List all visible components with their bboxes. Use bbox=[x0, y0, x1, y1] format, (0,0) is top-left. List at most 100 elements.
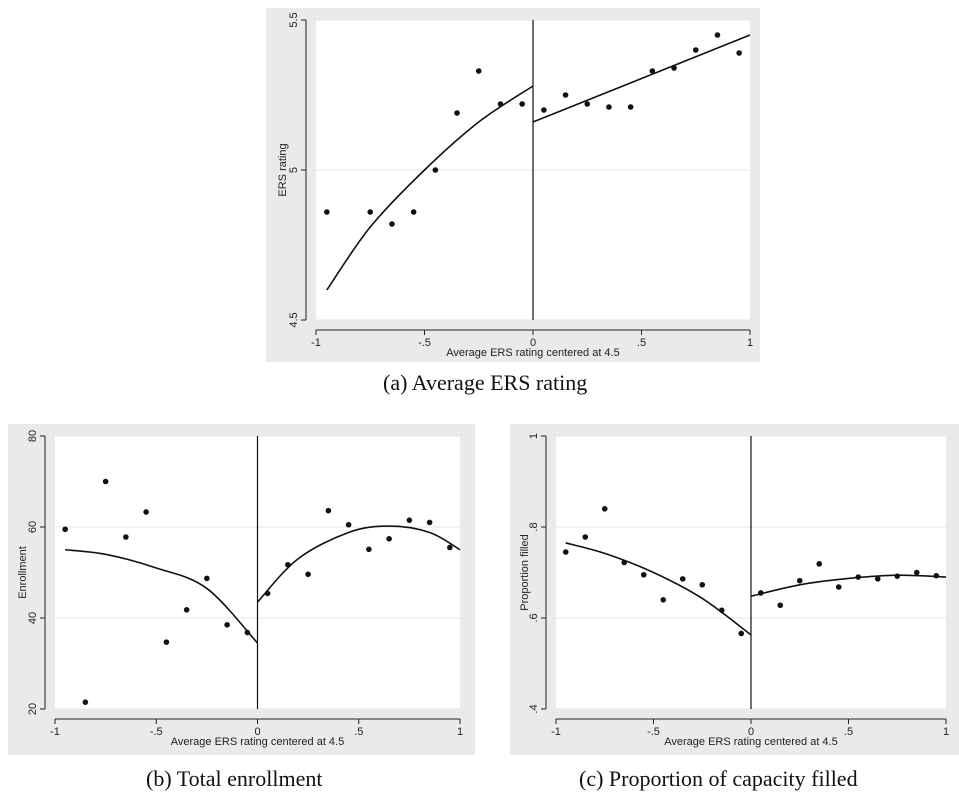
x-tick-label: 1 bbox=[747, 337, 753, 349]
chart-panel-b: 20 40 60 80 Enrollment -1 -.5 0 .5 1 Average ERS r… bbox=[8, 424, 475, 755]
enrollment-chart: 20 40 60 80 Enrollment -1 -.5 0 .5 1 Average ERS r… bbox=[17, 430, 463, 748]
data-point bbox=[406, 517, 413, 523]
data-point bbox=[497, 101, 504, 107]
data-point bbox=[913, 569, 920, 576]
data-point bbox=[447, 544, 453, 551]
data-point bbox=[584, 101, 591, 107]
data-point bbox=[699, 581, 706, 588]
data-point bbox=[454, 110, 460, 116]
data-point bbox=[426, 519, 433, 526]
x-axis-title: Average ERS rating centered at 4.5 bbox=[664, 736, 837, 748]
data-point bbox=[325, 507, 332, 514]
data-point bbox=[816, 561, 823, 567]
data-point bbox=[692, 47, 699, 53]
data-point bbox=[163, 639, 170, 645]
data-point bbox=[305, 571, 311, 578]
data-point bbox=[606, 104, 612, 110]
x-tick-label: -.5 bbox=[418, 337, 431, 349]
data-point bbox=[736, 50, 742, 56]
data-point bbox=[627, 104, 634, 110]
fit-line-left bbox=[565, 542, 752, 636]
y-tick-label: 40 bbox=[27, 612, 39, 624]
y-tick-label: .6 bbox=[528, 613, 540, 622]
y-tick-label: .4 bbox=[528, 704, 540, 713]
data-point bbox=[410, 209, 417, 215]
data-point bbox=[82, 699, 89, 705]
x-tick-label: 1 bbox=[457, 726, 463, 738]
fit-line-right bbox=[750, 574, 947, 597]
data-point bbox=[835, 584, 842, 590]
data-point bbox=[519, 101, 525, 107]
caption-a: (a) Average ERS rating bbox=[383, 370, 588, 395]
data-point bbox=[874, 576, 881, 582]
caption-c: (c) Proportion of capacity filled bbox=[579, 766, 858, 791]
data-point bbox=[389, 221, 395, 227]
x-axis-title: Average ERS rating centered at 4.5 bbox=[171, 736, 344, 748]
x-tick-label: 0 bbox=[530, 337, 536, 349]
x-tick-label: 0 bbox=[748, 726, 754, 738]
y-axis-title: ERS rating bbox=[277, 143, 289, 196]
data-point bbox=[601, 506, 608, 512]
ers-rating-chart: 4.5 5 5.5 ERS rating -1 -.5 0 .5 1 Average ERS ra… bbox=[277, 12, 753, 359]
data-point bbox=[679, 576, 686, 582]
data-point bbox=[143, 509, 149, 515]
data-point bbox=[738, 630, 745, 637]
data-point bbox=[582, 534, 589, 540]
x-tick-label: -1 bbox=[50, 726, 60, 738]
data-point bbox=[285, 561, 291, 568]
data-point bbox=[123, 534, 129, 540]
data-point bbox=[671, 65, 677, 71]
data-point bbox=[475, 68, 482, 74]
data-point bbox=[102, 478, 109, 485]
data-point bbox=[562, 549, 569, 555]
proportion-filled-chart: .4 .6 .8 1 Proportion filled -1 -.5 0 .5 1 Average… bbox=[519, 433, 949, 748]
data-point bbox=[562, 92, 569, 98]
fit-line-left bbox=[326, 85, 534, 291]
data-point bbox=[757, 590, 764, 596]
data-point bbox=[345, 521, 352, 528]
y-axis-title: Enrollment bbox=[17, 546, 29, 599]
data-point bbox=[432, 167, 439, 173]
data-point bbox=[324, 209, 330, 215]
y-tick-label: 4.5 bbox=[288, 312, 300, 327]
caption-b: (b) Total enrollment bbox=[146, 766, 323, 791]
y-tick-label: 20 bbox=[27, 703, 39, 715]
data-point bbox=[894, 573, 901, 579]
fit-line-right bbox=[256, 525, 461, 603]
data-point bbox=[183, 607, 190, 613]
x-axis-title: Average ERS rating centered at 4.5 bbox=[446, 347, 619, 359]
y-tick-label: 80 bbox=[27, 430, 39, 442]
fit-line-left bbox=[65, 548, 259, 644]
x-tick-label: .5 bbox=[354, 726, 363, 738]
data-point bbox=[718, 607, 725, 614]
x-tick-label: .5 bbox=[637, 337, 646, 349]
x-tick-label: 0 bbox=[254, 726, 260, 738]
data-point bbox=[714, 32, 721, 38]
data-point bbox=[204, 575, 210, 582]
y-tick-label: 5.5 bbox=[288, 12, 300, 27]
data-point bbox=[640, 571, 647, 578]
y-axis-title: Proportion filled bbox=[519, 534, 531, 610]
data-point bbox=[386, 536, 392, 542]
data-point bbox=[777, 602, 784, 609]
chart-panel-a: 4.5 5 5.5 ERS rating -1 -.5 0 .5 1 Average ERS ra… bbox=[266, 8, 760, 362]
data-point bbox=[621, 559, 628, 566]
x-tick-label: -1 bbox=[551, 726, 561, 738]
y-tick-label: 1 bbox=[528, 433, 540, 439]
data-point bbox=[660, 597, 667, 603]
data-point bbox=[224, 622, 230, 628]
x-tick-label: -.5 bbox=[647, 726, 660, 738]
y-tick-label: 5 bbox=[288, 167, 300, 173]
data-point bbox=[244, 629, 251, 636]
x-tick-label: -.5 bbox=[150, 726, 163, 738]
chart-panel-c: .4 .6 .8 1 Proportion filled -1 -.5 0 .5 1 Average… bbox=[510, 424, 959, 755]
data-point bbox=[796, 577, 803, 584]
data-point bbox=[264, 590, 271, 597]
data-point bbox=[649, 68, 656, 74]
data-point bbox=[62, 526, 68, 533]
data-point bbox=[855, 574, 862, 580]
data-point bbox=[541, 107, 547, 113]
data-point bbox=[933, 572, 940, 579]
y-tick-label: .8 bbox=[528, 522, 540, 531]
fit-line-right bbox=[532, 34, 751, 123]
